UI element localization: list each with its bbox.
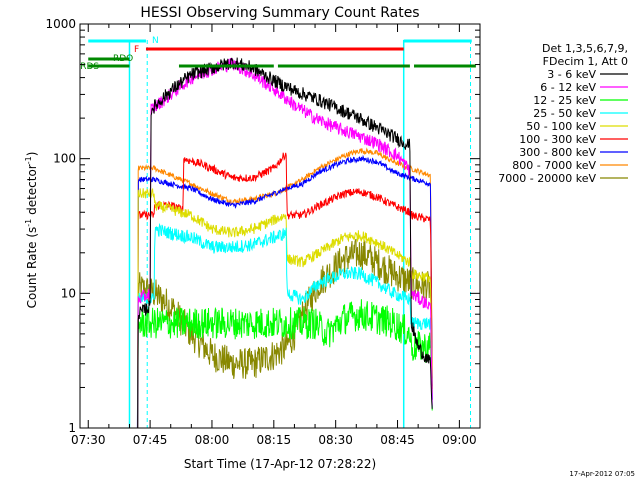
legend-label-5: 100 - 300 keV xyxy=(519,133,596,146)
series-line-50to100keV xyxy=(137,187,433,429)
series-line-6to12keV xyxy=(137,57,433,429)
series-line-3to6keV xyxy=(137,57,433,429)
legend-header-1: Det 1,3,5,6,7,9, xyxy=(542,42,628,55)
legend-header-2: FDecim 1, Att 0 xyxy=(543,55,628,68)
series-line-12to25keV xyxy=(137,299,433,429)
timestamp: 17-Apr-2012 07:05 xyxy=(569,470,635,478)
legend-label-7: 800 - 7000 keV xyxy=(512,159,596,172)
x-tick-label-1: 07:45 xyxy=(133,433,168,447)
series-line-25to50keV xyxy=(137,222,433,429)
y-tick-label-1: 10 xyxy=(61,286,76,300)
x-tick-label-3: 08:15 xyxy=(257,433,292,447)
legend-label-4: 50 - 100 keV xyxy=(526,120,596,133)
legend-label-3: 25 - 50 keV xyxy=(533,107,596,120)
series-line-300to800keV xyxy=(129,154,433,429)
y-tick-label-3: 1000 xyxy=(45,17,76,31)
x-axis-label: Start Time (17-Apr-12 07:28:22) xyxy=(184,457,376,471)
chart-title: HESSI Observing Summary Count Rates xyxy=(140,5,419,21)
flag-f-label: F xyxy=(134,45,139,55)
plot-area: NFRDORDS xyxy=(80,36,476,429)
series-line-100to300keV xyxy=(137,152,433,429)
plot-frame xyxy=(79,23,481,429)
x-tick-label-2: 08:00 xyxy=(195,433,230,447)
y-tick-label-2: 100 xyxy=(53,152,76,166)
legend-label-6: 300 - 800 keV xyxy=(519,146,596,159)
y-tick-label-0: 1 xyxy=(68,421,76,435)
legend-label-1: 6 - 12 keV xyxy=(540,81,596,94)
x-tick-label-0: 07:30 xyxy=(71,433,106,447)
legend-label-2: 12 - 25 keV xyxy=(533,94,596,107)
x-tick-label-5: 08:45 xyxy=(380,433,415,447)
legend-label-0: 3 - 6 keV xyxy=(547,68,596,81)
x-tick-label-6: 09:00 xyxy=(442,433,477,447)
y-axis-label: Count Rate (s-1 detector-1) xyxy=(24,152,39,309)
legend-label-8: 7000 - 20000 keV xyxy=(498,172,596,185)
axes: 07:30 07:45 08:00 08:15 08:30 08:45 09:00 1 10 10… xyxy=(45,17,481,447)
flag-rdo-label: RDO xyxy=(113,54,133,64)
flag-n-label: N xyxy=(152,36,159,46)
legend: Det 1,3,5,6,7,9,FDecim 1, Att 03 - 6 keV… xyxy=(498,42,628,185)
x-tick-label-4: 08:30 xyxy=(318,433,353,447)
